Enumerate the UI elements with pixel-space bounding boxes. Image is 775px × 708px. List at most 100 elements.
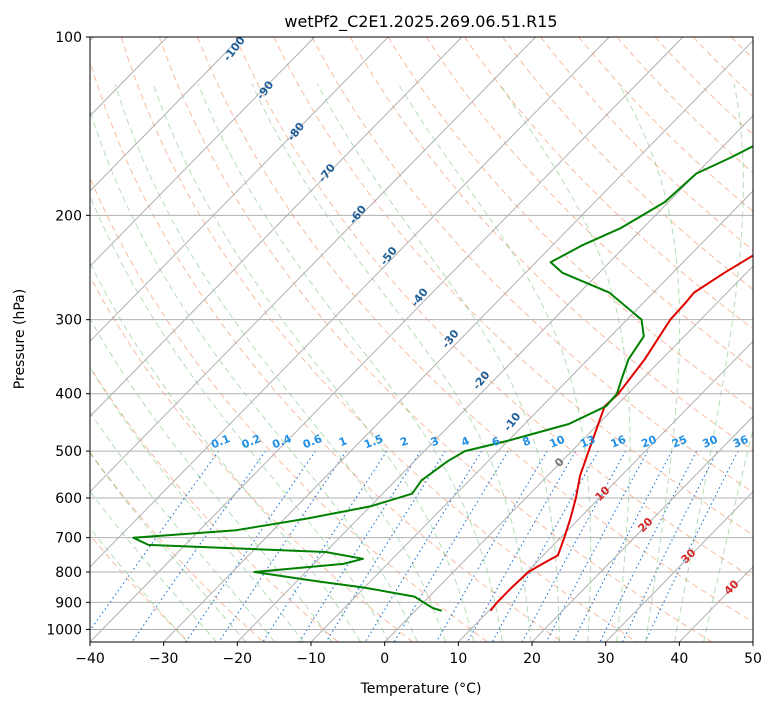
mixing-ratio-line xyxy=(131,450,266,642)
y-axis-label: Pressure (hPa) xyxy=(12,289,28,389)
dry-adiabat-line xyxy=(387,37,753,411)
dry-adiabat-line xyxy=(90,59,563,642)
dry-adiabat-line xyxy=(197,37,753,623)
isotherm-line xyxy=(90,37,684,642)
isotherm-line xyxy=(605,490,753,642)
isotherm-line xyxy=(163,39,753,642)
moist-adiabat-line xyxy=(90,527,188,642)
isotherm-line xyxy=(384,265,753,642)
dry-adiabat-line xyxy=(90,275,414,642)
y-tick-label: 1000 xyxy=(46,622,82,638)
temperature-profile-line xyxy=(489,254,753,612)
x-tick-label: 50 xyxy=(744,651,762,667)
isotherm-line xyxy=(90,37,389,343)
mixing-ratio-line xyxy=(491,450,599,642)
dry-adiabat-line xyxy=(502,37,753,290)
isotherm-line xyxy=(90,37,242,192)
moist-adiabat-line xyxy=(90,451,247,642)
mixing-ratio-line xyxy=(298,450,422,642)
dry-adiabat-line xyxy=(90,176,488,642)
moist-adiabat-line xyxy=(251,83,532,642)
dry-adiabat-line xyxy=(540,37,753,251)
moist-adiabat-line xyxy=(90,410,276,642)
dry-adiabat-line xyxy=(349,37,753,452)
isotherm-line xyxy=(457,340,753,642)
moist-adiabat-line xyxy=(90,108,418,642)
moist-adiabat-line xyxy=(397,83,592,642)
background-lines xyxy=(90,37,753,642)
isotherm-line xyxy=(90,37,536,493)
dry-adiabat-line xyxy=(90,451,264,642)
y-tick-label: 500 xyxy=(55,444,82,460)
mixing-ratio-label: 1 xyxy=(337,434,349,449)
mixing-ratio-label: 13 xyxy=(578,433,597,451)
isotherm-line xyxy=(531,415,753,642)
x-tick-label: −30 xyxy=(149,651,179,667)
isotherm-line xyxy=(90,37,315,267)
isotherm-line xyxy=(236,115,753,642)
moist-adiabat-line xyxy=(90,366,304,642)
dry-adiabat-line xyxy=(90,534,190,642)
moist-adiabat-line xyxy=(114,83,447,642)
mixing-ratio-line xyxy=(435,450,548,642)
x-tick-label: −20 xyxy=(223,651,253,667)
dry-adiabat-line xyxy=(273,37,753,536)
x-axis-label: Temperature (°C) xyxy=(360,681,482,697)
y-tick-label: 800 xyxy=(55,565,82,581)
dry-adiabat-line xyxy=(235,37,753,579)
y-tick-label: 100 xyxy=(55,30,82,46)
mixing-ratio-line xyxy=(393,450,509,642)
mixing-ratio-label: 10 xyxy=(548,433,567,451)
mixing-ratio-label: 25 xyxy=(670,433,689,451)
plot-frame xyxy=(89,36,754,643)
y-axis: 100 200 300 400 500 600 700 800 900 1000 xyxy=(46,30,90,638)
sounding-lines xyxy=(132,145,753,612)
mixing-ratio-label: 30 xyxy=(701,433,720,451)
isotherm-line xyxy=(310,190,753,642)
moist-adiabat-line xyxy=(90,490,217,642)
moist-adiabat-line xyxy=(197,83,503,642)
mixing-ratio-line xyxy=(521,450,627,642)
grid-lines xyxy=(90,37,753,642)
moist-adiabat-line xyxy=(90,317,333,642)
y-tick-label: 900 xyxy=(55,595,82,611)
y-tick-label: 400 xyxy=(55,387,82,403)
x-tick-label: 20 xyxy=(523,651,541,667)
moist-adiabat-line xyxy=(499,83,631,642)
x-tick-label: −40 xyxy=(75,651,105,667)
mixing-ratio-label: 16 xyxy=(609,433,628,451)
y-tick-label: 200 xyxy=(55,208,82,224)
moist-adiabat-line xyxy=(674,83,744,642)
mixing-ratio-label: 2 xyxy=(398,434,410,449)
y-tick-label: 300 xyxy=(55,313,82,329)
moist-adiabat-line xyxy=(703,427,753,642)
dry-adiabat-line xyxy=(425,37,753,370)
mixing-ratio-label: 36 xyxy=(731,433,750,451)
isotherm-line xyxy=(90,37,463,418)
chart-title: wetPf2_C2E1.2025.269.06.51.R15 xyxy=(284,12,557,32)
x-axis: −40 −30 −20 −10 0 10 20 30 40 50 xyxy=(75,642,762,667)
y-tick-label: 600 xyxy=(55,491,82,507)
mixing-ratio-line xyxy=(90,450,220,632)
x-tick-label: 0 xyxy=(380,651,389,667)
x-tick-label: 10 xyxy=(449,651,467,667)
x-tick-label: −10 xyxy=(296,651,326,667)
mixing-ratio-line xyxy=(467,450,577,642)
moist-adiabat-line xyxy=(316,83,560,642)
mixing-ratio-label: 8 xyxy=(521,434,533,449)
mixing-ratio-line xyxy=(572,450,673,642)
mixing-ratio-line xyxy=(325,450,446,642)
moist-adiabat-line xyxy=(152,83,475,642)
mixing-ratio-line xyxy=(364,450,483,642)
moist-adiabat-line xyxy=(618,83,681,642)
dewpoint-profile-line xyxy=(132,145,753,612)
dry-adiabat-line xyxy=(616,37,753,174)
isotherm-line xyxy=(90,37,610,568)
mixing-ratio-line xyxy=(262,450,388,642)
y-tick-label: 700 xyxy=(55,531,82,547)
x-tick-label: 40 xyxy=(670,651,688,667)
mixing-ratio-label: 3 xyxy=(429,434,441,449)
x-tick-label: 30 xyxy=(597,651,615,667)
